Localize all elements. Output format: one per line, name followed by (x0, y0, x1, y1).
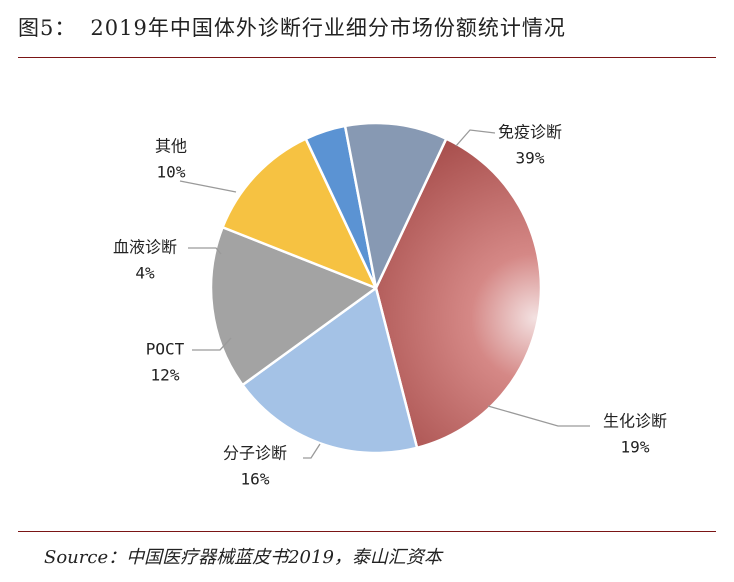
leader-line-molecular (303, 443, 321, 459)
pie-slice-biochem (241, 286, 419, 455)
pie-slice-immuno (374, 137, 543, 450)
bottom-rule (18, 531, 716, 532)
slice-value-molecular: 16% (241, 470, 270, 489)
leader-line-immuno (455, 129, 496, 147)
figure-title: 图5： 2019年中国体外诊断行业细分市场份额统计情况 (18, 12, 566, 42)
leader-line-poct (192, 337, 232, 351)
slice-label-molecular: 分子诊断 (223, 444, 287, 463)
leader-line-other (179, 180, 237, 193)
slice-label-blood: 血液诊断 (113, 238, 177, 257)
pie-slice-molecular (209, 226, 378, 387)
slice-label-poct: POCT (146, 340, 185, 359)
pie-chart: 免疫诊断 39% 生化诊断 19% 分子诊断 16% POCT 12% 血液诊断 4% 其他 10% (113, 121, 667, 489)
slice-value-other: 10% (157, 163, 186, 182)
slice-value-immuno: 39% (516, 149, 545, 168)
pie-slice-poct (221, 137, 378, 290)
source-note: Source：中国医疗器械蓝皮书2019，泰山汇资本 (44, 547, 442, 568)
top-rule (18, 57, 716, 58)
slice-label-biochem: 生化诊断 (603, 412, 667, 431)
slice-label-other: 其他 (155, 137, 187, 156)
leader-line-blood (188, 247, 222, 255)
leader-line-biochem (487, 405, 590, 427)
slice-label-immuno: 免疫诊断 (498, 123, 562, 142)
figure-label: 图5： (18, 16, 77, 40)
figure-title-text: 2019年中国体外诊断行业细分市场份额统计情况 (90, 16, 566, 40)
slice-value-blood: 4% (135, 264, 155, 283)
slice-value-biochem: 19% (621, 438, 650, 457)
slice-value-poct: 12% (151, 366, 180, 385)
pie-slice-other (343, 121, 448, 290)
